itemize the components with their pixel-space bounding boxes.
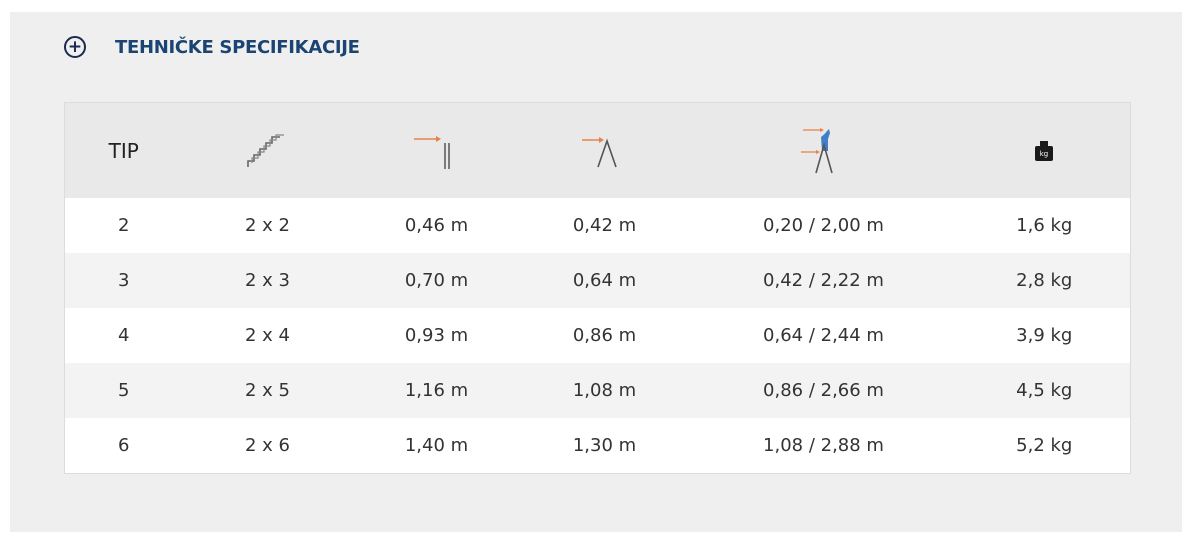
cell-steps: 2 x 2 bbox=[182, 198, 353, 253]
header-tip: TIP bbox=[64, 102, 183, 198]
cell-height-range: 0,64 / 2,44 m bbox=[688, 308, 959, 363]
cell-tip: 6 bbox=[64, 418, 183, 474]
cell-tip: 4 bbox=[64, 308, 183, 363]
stairs-icon bbox=[182, 102, 353, 198]
header-row: TIP kg bbox=[64, 102, 1131, 198]
cell-steps: 2 x 4 bbox=[182, 308, 353, 363]
cell-height-range: 0,42 / 2,22 m bbox=[688, 253, 959, 308]
standing-height-icon bbox=[688, 102, 959, 198]
cell-folded-width: 1,16 m bbox=[352, 363, 521, 418]
cell-steps: 2 x 5 bbox=[182, 363, 353, 418]
cell-folded-width: 0,93 m bbox=[352, 308, 521, 363]
cell-open-width: 1,08 m bbox=[520, 363, 689, 418]
cell-tip: 3 bbox=[64, 253, 183, 308]
cell-folded-width: 0,70 m bbox=[352, 253, 521, 308]
cell-height-range: 0,86 / 2,66 m bbox=[688, 363, 959, 418]
weight-kg-icon: kg bbox=[958, 102, 1131, 198]
svg-text:kg: kg bbox=[1040, 150, 1049, 158]
cell-open-width: 0,42 m bbox=[520, 198, 689, 253]
cell-weight: 2,8 kg bbox=[958, 253, 1131, 308]
cell-steps: 2 x 3 bbox=[182, 253, 353, 308]
section-title[interactable]: TEHNIČKE SPECIFIKACIJE bbox=[115, 36, 360, 58]
cell-tip: 5 bbox=[64, 363, 183, 418]
plus-circle-icon[interactable]: + bbox=[64, 36, 86, 58]
open-width-icon bbox=[520, 102, 689, 198]
cell-weight: 5,2 kg bbox=[958, 418, 1131, 474]
cell-open-width: 0,64 m bbox=[520, 253, 689, 308]
cell-folded-width: 1,40 m bbox=[352, 418, 521, 474]
cell-height-range: 0,20 / 2,00 m bbox=[688, 198, 959, 253]
cell-weight: 1,6 kg bbox=[958, 198, 1131, 253]
cell-open-width: 0,86 m bbox=[520, 308, 689, 363]
cell-weight: 3,9 kg bbox=[958, 308, 1131, 363]
cell-open-width: 1,30 m bbox=[520, 418, 689, 474]
cell-weight: 4,5 kg bbox=[958, 363, 1131, 418]
section-header[interactable]: + TEHNIČKE SPECIFIKACIJE bbox=[64, 36, 360, 58]
folded-width-icon bbox=[352, 102, 521, 198]
cell-tip: 2 bbox=[64, 198, 183, 253]
cell-folded-width: 0,46 m bbox=[352, 198, 521, 253]
cell-steps: 2 x 6 bbox=[182, 418, 353, 474]
cell-height-range: 1,08 / 2,88 m bbox=[688, 418, 959, 474]
